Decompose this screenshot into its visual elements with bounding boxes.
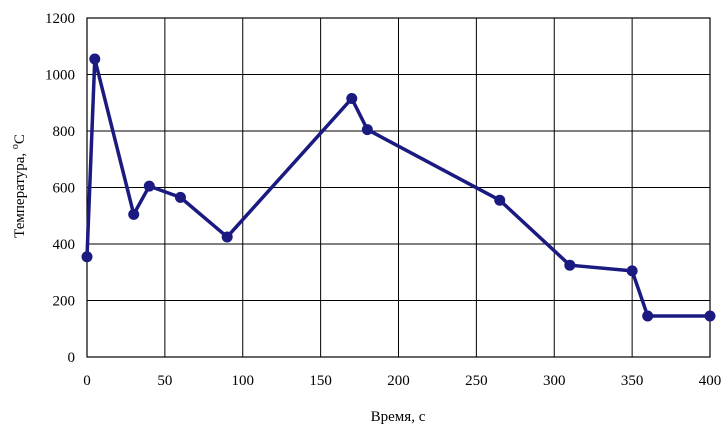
plot-area-frame — [86, 17, 711, 358]
data-point — [626, 265, 638, 277]
data-point — [564, 259, 576, 271]
y-tick-label: 200 — [53, 294, 76, 310]
y-tick-label: 600 — [53, 181, 76, 197]
y-axis-title-text: Температура, — [12, 149, 28, 238]
data-point — [642, 310, 654, 322]
x-tick-label: 150 — [309, 373, 332, 389]
data-point — [494, 194, 506, 206]
data-point — [221, 231, 233, 243]
y-axis-title: Температура, оС — [10, 134, 28, 238]
x-tick-label: 400 — [699, 373, 722, 389]
x-tick-label: 0 — [83, 373, 91, 389]
y-axis-title-degree: о — [10, 144, 21, 149]
series-layer — [81, 53, 716, 322]
y-tick-label: 1200 — [45, 11, 75, 27]
data-point — [174, 191, 186, 203]
data-point — [346, 93, 358, 105]
y-tick-label: 400 — [53, 237, 76, 253]
data-point — [361, 124, 373, 136]
x-tick-label: 200 — [387, 373, 410, 389]
data-point — [89, 53, 101, 65]
y-axis-tick-labels: 0 200 400 600 800 1000 1200 — [45, 11, 75, 366]
data-point — [143, 180, 155, 192]
x-tick-label: 250 — [465, 373, 488, 389]
x-tick-label: 300 — [543, 373, 566, 389]
data-point — [128, 208, 140, 220]
x-axis-tick-labels: 0 50 100 150 200 250 300 350 400 — [83, 373, 721, 389]
y-axis-title-unit: С — [12, 134, 28, 144]
x-axis-title: Время, с — [371, 409, 426, 425]
y-tick-label: 0 — [68, 350, 76, 366]
data-point — [704, 310, 716, 322]
y-tick-label: 1000 — [45, 68, 75, 84]
data-point — [81, 251, 93, 263]
y-tick-label: 800 — [53, 124, 76, 140]
grid — [86, 17, 711, 358]
x-tick-label: 100 — [232, 373, 255, 389]
x-tick-label: 50 — [157, 373, 172, 389]
x-tick-label: 350 — [621, 373, 644, 389]
